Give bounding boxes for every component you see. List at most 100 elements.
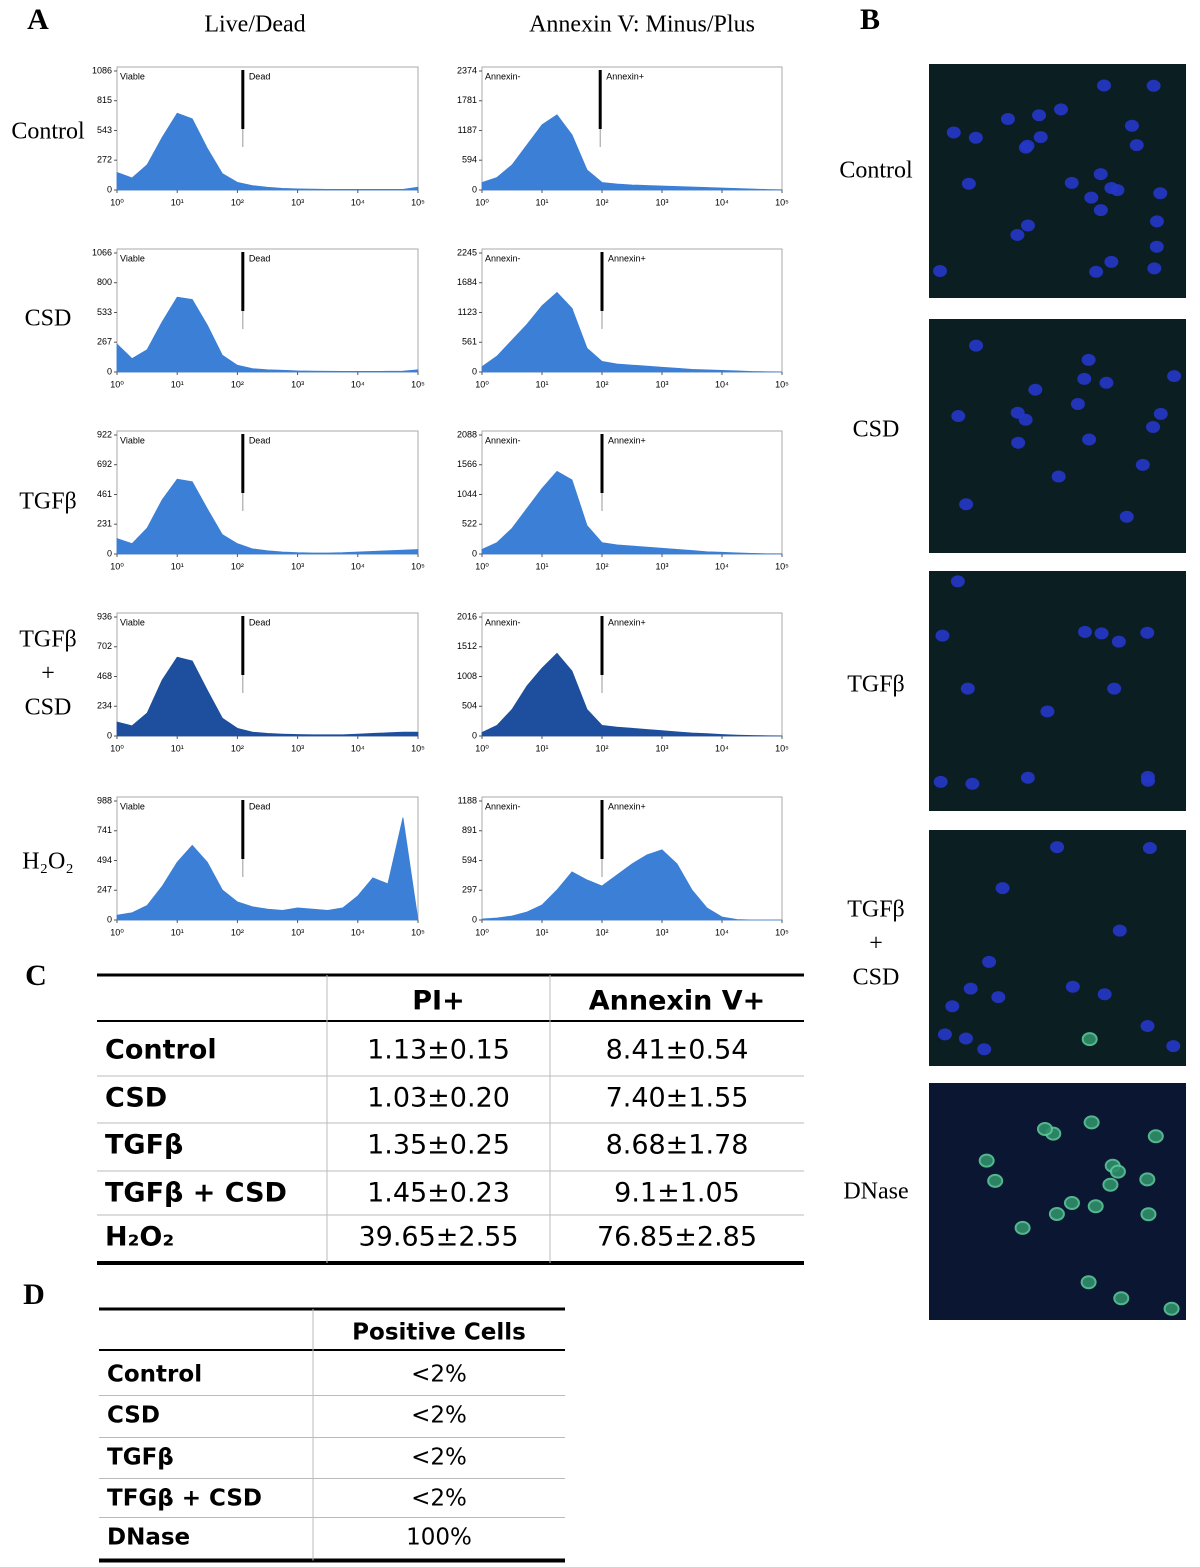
x-tick-label: 10³	[291, 379, 304, 389]
column-header: Positive Cells	[352, 1320, 526, 1346]
row-name: Control	[107, 1362, 202, 1388]
cell-nucleus	[1014, 1220, 1031, 1235]
row-label: TGFβ	[847, 897, 905, 923]
y-tick-label: 988	[97, 795, 112, 805]
y-tick-label: 0	[107, 914, 112, 924]
row-label: +	[869, 931, 883, 957]
histogram-area	[481, 470, 783, 555]
gate-label: Annexin+	[608, 435, 646, 445]
cell-nucleus	[1149, 240, 1164, 253]
x-tick-label: 10⁰	[475, 197, 489, 207]
y-tick-label: 702	[97, 641, 112, 651]
x-tick-label: 10⁰	[110, 379, 124, 389]
gate-label: Annexin-	[485, 71, 521, 81]
x-tick-label: 10³	[291, 561, 304, 571]
x-tick-label: 10⁵	[775, 743, 789, 753]
y-tick-label: 0	[472, 184, 477, 194]
y-tick-label: 231	[97, 519, 112, 529]
x-tick-label: 10¹	[171, 743, 184, 753]
x-tick-label: 10³	[291, 743, 304, 753]
gate-label: Viable	[120, 71, 145, 81]
cell-nucleus	[1084, 191, 1099, 204]
cell-nucleus	[1064, 176, 1079, 189]
cell-nucleus	[1087, 1199, 1104, 1214]
cell-nucleus	[946, 126, 961, 139]
cell-nucleus	[991, 991, 1006, 1004]
x-tick-label: 10²	[595, 379, 608, 389]
y-tick-label: 0	[472, 366, 477, 376]
histogram-area	[116, 296, 419, 373]
cell-value: 76.85±2.85	[597, 1222, 757, 1253]
row-name: Control	[105, 1035, 217, 1066]
row-name: TGFβ	[107, 1445, 174, 1471]
cell-value: 39.65±2.55	[358, 1222, 518, 1253]
y-tick-label: 297	[462, 885, 477, 895]
x-tick-label: 10³	[655, 379, 668, 389]
cell-nucleus	[1146, 79, 1161, 92]
row-name: H₂O₂	[105, 1222, 174, 1253]
cell-nucleus	[1080, 1275, 1097, 1290]
y-tick-label: 0	[107, 366, 112, 376]
cell-nucleus	[969, 339, 984, 352]
cell-nucleus	[933, 775, 948, 788]
cell-value: 7.40±1.55	[606, 1083, 749, 1114]
cell-value: 9.1±1.05	[614, 1178, 740, 1209]
x-tick-label: 10⁵	[411, 743, 425, 753]
row-label: Control	[11, 119, 85, 145]
y-tick-label: 1044	[457, 489, 477, 499]
x-tick-label: 10³	[291, 197, 304, 207]
gate-label: Annexin-	[485, 801, 521, 811]
cell-value: <2%	[411, 1445, 467, 1471]
cell-nucleus	[1051, 470, 1066, 483]
y-tick-label: 461	[97, 489, 112, 499]
x-tick-label: 10²	[595, 561, 608, 571]
gate-label: Dead	[249, 71, 271, 81]
cell-value: 1.45±0.23	[367, 1178, 510, 1209]
x-tick-label: 10¹	[171, 379, 184, 389]
column-title: Annexin V: Minus/Plus	[529, 12, 755, 38]
cell-nucleus	[1110, 184, 1125, 197]
x-tick-label: 10²	[231, 379, 244, 389]
y-tick-label: 494	[97, 855, 112, 865]
y-tick-label: 2016	[457, 611, 477, 621]
cell-nucleus	[1040, 705, 1055, 718]
cell-nucleus	[1018, 141, 1033, 154]
y-tick-label: 891	[462, 825, 477, 835]
cell-nucleus	[1149, 215, 1164, 228]
x-tick-label: 10⁵	[411, 927, 425, 937]
x-tick-label: 10¹	[535, 743, 548, 753]
histogram-area	[116, 656, 419, 737]
x-tick-label: 10²	[231, 197, 244, 207]
row-name: DNase	[107, 1525, 190, 1551]
y-tick-label: 800	[97, 277, 112, 287]
cell-nucleus	[1089, 265, 1104, 278]
cell-nucleus	[1050, 841, 1065, 854]
histogram-area	[116, 817, 419, 921]
cell-nucleus	[1053, 103, 1068, 116]
row-label: TGFβ	[847, 672, 905, 698]
cell-nucleus	[1097, 988, 1112, 1001]
row-name: CSD	[105, 1083, 167, 1114]
gate-label: Annexin+	[608, 617, 646, 627]
y-tick-label: 0	[107, 184, 112, 194]
y-tick-label: 504	[462, 701, 477, 711]
histogram-area	[481, 114, 783, 191]
column-title: Live/Dead	[204, 12, 305, 38]
x-tick-label: 10⁰	[475, 927, 489, 937]
cell-nucleus	[1140, 1207, 1157, 1222]
cell-nucleus	[1011, 436, 1026, 449]
row-name: TGFβ + CSD	[105, 1178, 287, 1209]
x-tick-label: 10⁰	[110, 743, 124, 753]
cell-nucleus	[1146, 420, 1161, 433]
y-tick-label: 1008	[457, 671, 477, 681]
cell-nucleus	[1070, 398, 1085, 411]
x-tick-label: 10⁴	[351, 743, 365, 753]
row-label: CSD	[853, 965, 900, 991]
gate-label: Dead	[249, 253, 271, 263]
gate-label: Dead	[249, 801, 271, 811]
cell-nucleus	[963, 982, 978, 995]
y-tick-label: 2374	[457, 65, 477, 75]
x-tick-label: 10⁴	[715, 197, 729, 207]
x-tick-label: 10³	[655, 197, 668, 207]
cell-value: <2%	[411, 1403, 467, 1429]
